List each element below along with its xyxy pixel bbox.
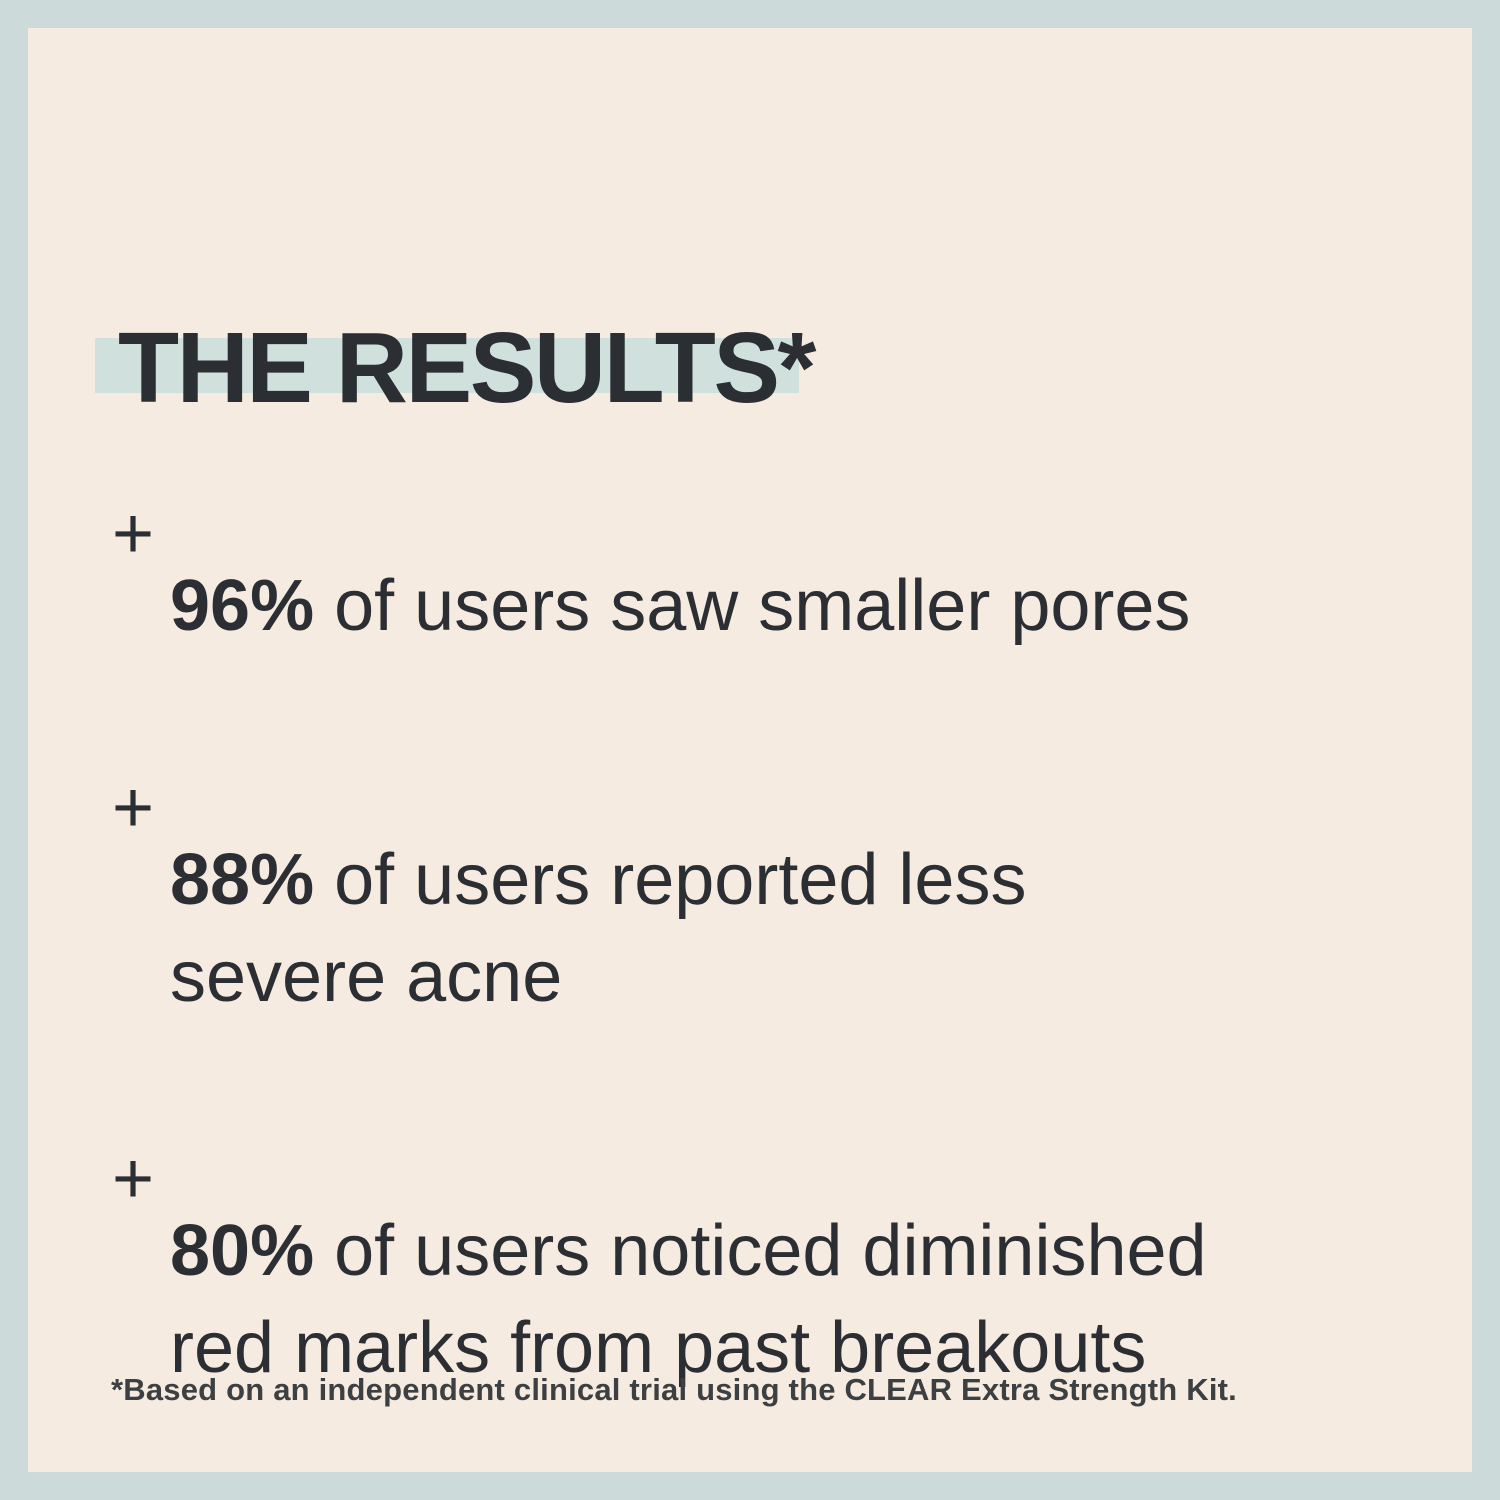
title-highlight-bar <box>95 338 799 393</box>
plus-marker: + <box>112 494 155 574</box>
stat-text: 80% of users noticed diminished red mark… <box>170 1203 1207 1397</box>
stat-percent: 88% <box>170 840 315 920</box>
stat-percent: 96% <box>170 566 315 646</box>
page-title: THE RESULTS* <box>118 312 816 424</box>
stat-item-less-severe-acne: + 88% of users reported less severe acne <box>112 760 1404 1098</box>
stat-percent: 80% <box>170 1211 315 1291</box>
stat-item-diminished-red-marks: + 80% of users noticed diminished red ma… <box>112 1131 1404 1469</box>
stat-text: 88% of users reported less severe acne <box>170 832 1026 1026</box>
stat-description: of users saw smaller pores <box>334 566 1191 646</box>
footnote: *Based on an independent clinical trial … <box>111 1372 1237 1407</box>
stats-list: + 96% of users saw smaller pores + 88% o… <box>112 486 1404 1469</box>
stat-description: of users reported less severe acne <box>170 840 1027 1017</box>
stat-text: 96% of users saw smaller pores <box>170 558 1190 655</box>
plus-marker: + <box>112 768 155 848</box>
stat-item-smaller-pores: + 96% of users saw smaller pores <box>112 486 1404 727</box>
content-panel <box>28 28 1472 1472</box>
stat-description: of users noticed diminished red marks fr… <box>170 1211 1207 1388</box>
plus-marker: + <box>112 1139 155 1219</box>
